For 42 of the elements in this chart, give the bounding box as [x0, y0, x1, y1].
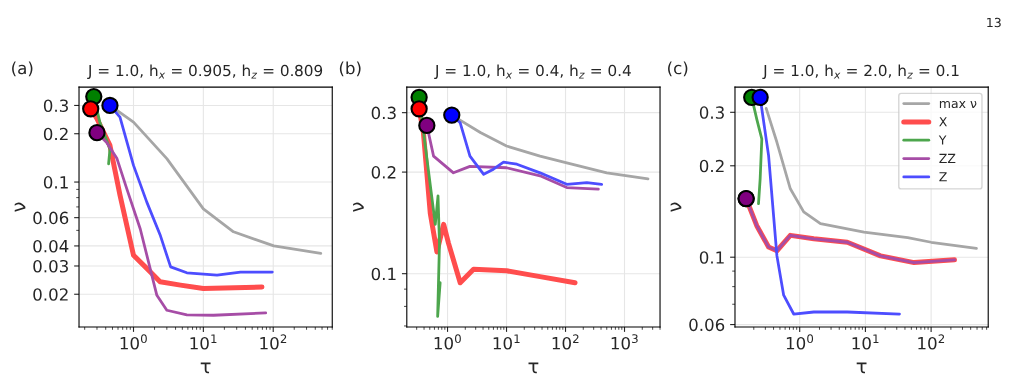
y-tick-label: 0.06 — [33, 211, 69, 225]
x-tick-label: 10$^{2}$ — [552, 334, 579, 350]
text: (b) — [339, 61, 361, 77]
x-tick-label: 10$^{1}$ — [852, 334, 879, 350]
y-tick-label: 0.2 — [371, 166, 396, 179]
chart-title: J = 1.0, h$_{x}$ = 0.4, h$_{z}$ = 0.4 — [434, 64, 631, 80]
y-axis-title: ν — [14, 202, 26, 212]
chart-title: J = 1.0, h$_{x}$ = 2.0, h$_{z}$ = 0.1 — [762, 64, 959, 80]
y-tick-label: 0.06 — [689, 318, 725, 332]
y-tick-label: 0.1 — [43, 176, 68, 189]
y-tick-label: 0.3 — [699, 106, 724, 119]
x-tick-label: 10$^{1}$ — [190, 334, 217, 350]
x-axis-title: τ — [856, 362, 867, 374]
x-axis-title: τ — [200, 362, 211, 374]
y-tick-label: 0.1 — [699, 251, 724, 264]
y-axis-title: ν — [670, 202, 682, 212]
y-axis-title: ν — [353, 202, 364, 212]
y-tick-label: 0.2 — [43, 127, 68, 141]
x-tick-label: 10$^{2}$ — [918, 334, 945, 350]
y-tick-label: 0.3 — [43, 99, 68, 113]
x-tick-label: 10$^{1}$ — [493, 334, 520, 350]
text: (c) — [668, 61, 688, 77]
x-tick-label: 10$^{0}$ — [120, 334, 147, 350]
legend-label: max ν — [939, 100, 977, 109]
text: 13 — [987, 17, 1001, 28]
chart-title: J = 1.0, h$_{x}$ = 0.905, h$_{z}$ = 0.809 — [87, 64, 323, 80]
legend-label: X — [939, 117, 947, 127]
text: (a) — [12, 61, 33, 77]
y-tick-label: 0.2 — [699, 159, 724, 173]
x-tick-label: 10$^{3}$ — [611, 334, 638, 350]
y-tick-label: 0.04 — [33, 239, 69, 253]
y-tick-label: 0.03 — [33, 259, 68, 273]
y-tick-label: 0.02 — [33, 288, 68, 301]
x-tick-label: 10$^{0}$ — [434, 334, 461, 350]
x-tick-label: 10$^{0}$ — [786, 334, 814, 350]
y-tick-label: 0.3 — [371, 106, 396, 120]
legend-label: Z — [939, 172, 947, 182]
x-axis-title: τ — [528, 362, 539, 374]
legend-label: Y — [938, 135, 947, 145]
x-tick-label: 10$^{2}$ — [260, 334, 287, 350]
legend-label: ZZ — [939, 153, 956, 163]
y-tick-label: 0.1 — [371, 267, 396, 281]
